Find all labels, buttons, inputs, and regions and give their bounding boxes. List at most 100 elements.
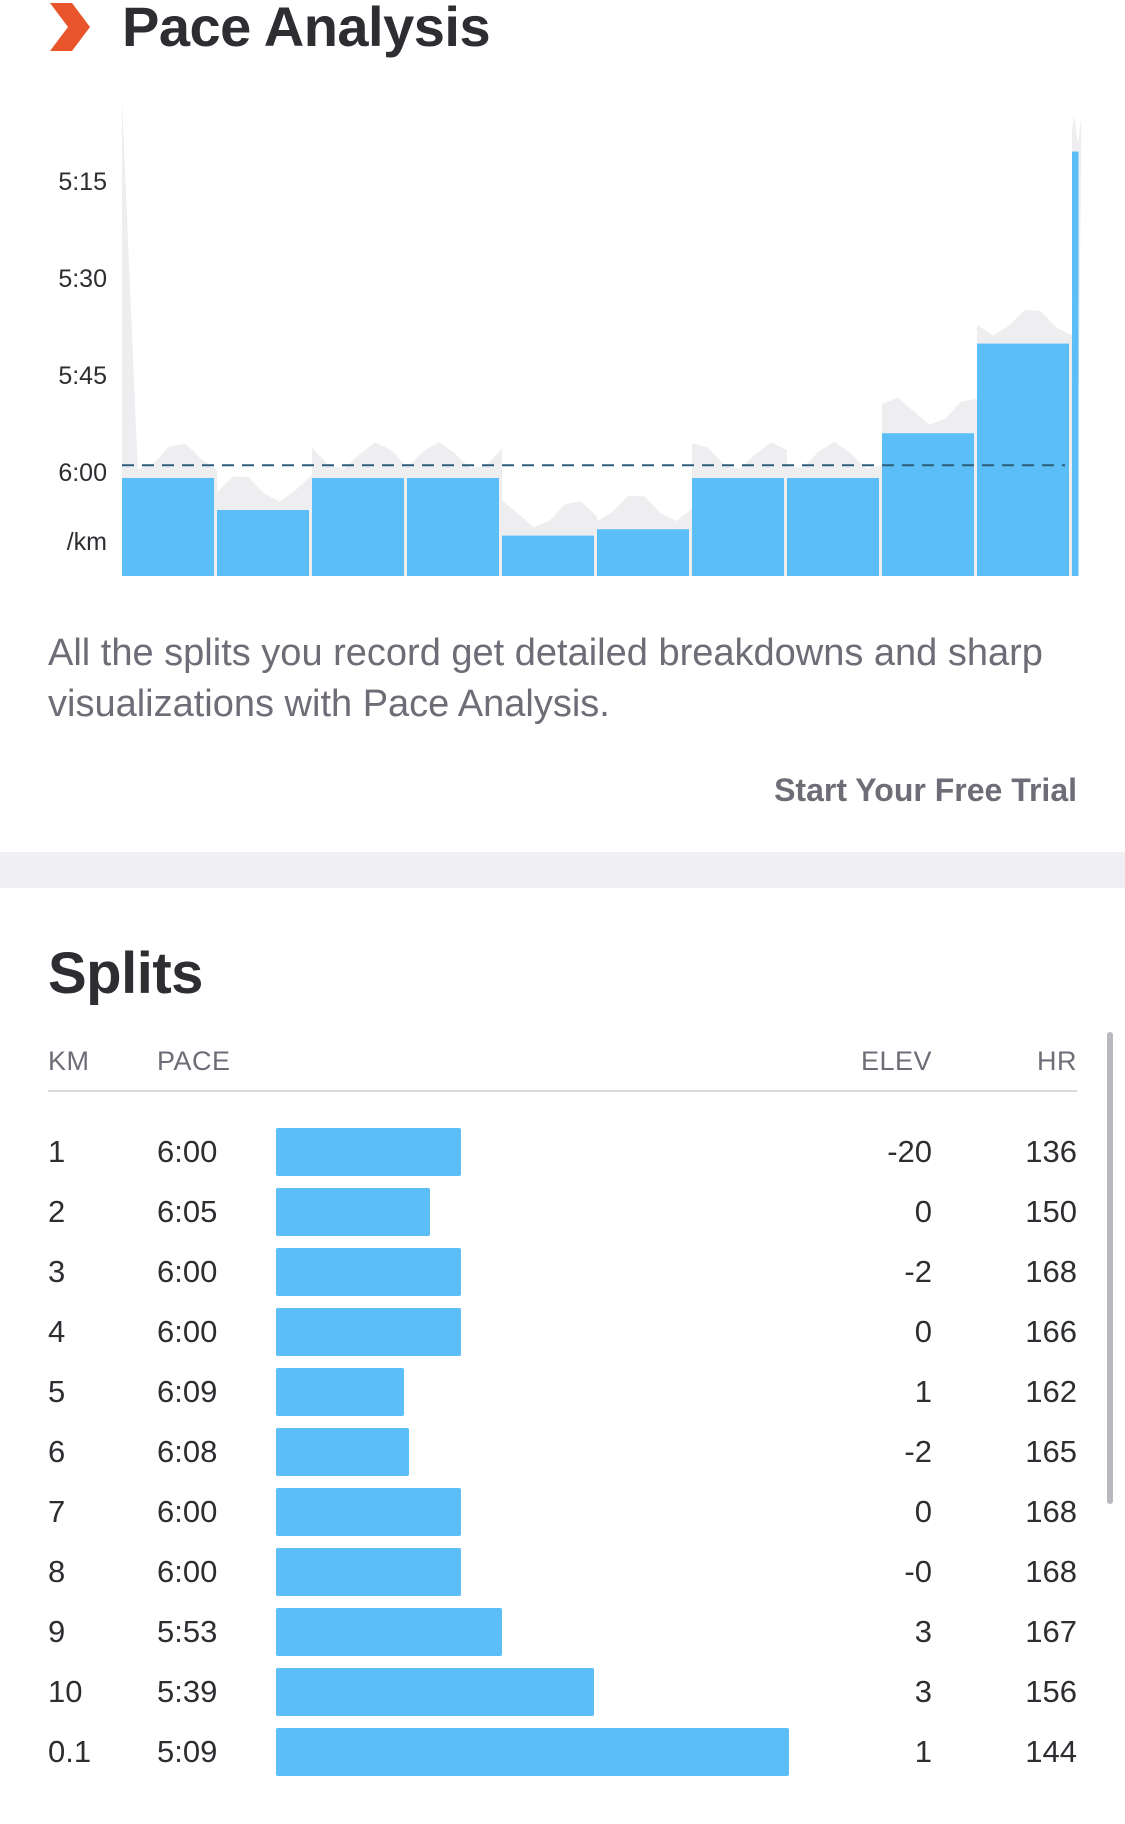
section-divider	[0, 852, 1125, 888]
pace-trace-area	[122, 100, 1082, 576]
pace-chart-svg: 5:15 5:30 5:45 6:00/km	[58, 100, 1082, 576]
pace-bar	[407, 478, 499, 576]
split-km: 7	[48, 1494, 66, 1529]
splits-table-header: KM PACE ELEV HR	[48, 1046, 1077, 1092]
header-pace: PACE	[157, 1046, 231, 1076]
split-hr: 150	[1025, 1194, 1077, 1229]
pace-bar	[977, 343, 1069, 576]
pace-bar	[597, 529, 689, 576]
split-hr: 162	[1025, 1374, 1077, 1409]
split-pace-bar	[276, 1548, 461, 1596]
split-hr: 166	[1025, 1314, 1077, 1349]
split-elev: -20	[887, 1134, 932, 1169]
splits-section: Splits KM PACE ELEV HR 1 6:00 -20 136 2 6:05 0…	[0, 888, 1125, 1824]
split-pace: 5:39	[157, 1674, 218, 1709]
split-km: 6	[48, 1434, 66, 1469]
split-elev: 0	[914, 1494, 932, 1529]
split-elev: 0	[914, 1314, 932, 1349]
split-pace: 6:05	[157, 1194, 218, 1229]
split-pace: 6:00	[157, 1494, 218, 1529]
split-pace: 6:09	[157, 1374, 218, 1409]
split-pace-bar	[276, 1488, 461, 1536]
pace-analysis-title: Pace Analysis	[122, 0, 491, 58]
split-pace-bar	[276, 1368, 404, 1416]
split-elev: 0	[914, 1194, 932, 1229]
split-pace-bar	[276, 1248, 461, 1296]
split-pace-bar	[276, 1608, 502, 1656]
split-hr: 168	[1025, 1494, 1077, 1529]
split-pace: 6:08	[157, 1434, 218, 1469]
y-axis-label: 5:30	[58, 265, 107, 293]
split-km: 8	[48, 1554, 66, 1589]
split-km: 9	[48, 1614, 66, 1649]
split-elev: 3	[914, 1614, 932, 1649]
split-pace-bar	[276, 1668, 594, 1716]
split-elev: 1	[914, 1374, 932, 1409]
split-km: 4	[48, 1314, 66, 1349]
pace-bar	[882, 433, 974, 576]
split-km: 3	[48, 1254, 66, 1289]
split-pace-bar	[276, 1428, 409, 1476]
split-pace: 6:00	[157, 1254, 218, 1289]
split-row: 4 6:00 0 166	[48, 1308, 1077, 1368]
split-row: 7 6:00 0 168	[48, 1488, 1077, 1548]
split-pace: 5:53	[157, 1614, 218, 1649]
scrollbar[interactable]	[1107, 1032, 1113, 1504]
pace-analysis-description: All the splits you record get detailed b…	[48, 632, 1043, 725]
split-row: 0.1 5:09 1 144	[48, 1728, 1077, 1788]
split-km: 10	[48, 1674, 83, 1709]
pace-bar	[502, 535, 594, 576]
pace-bar	[217, 510, 309, 576]
y-axis-label: 5:15	[58, 168, 107, 196]
splits-title: Splits	[48, 941, 203, 1006]
split-row: 2 6:05 0 150	[48, 1188, 1077, 1248]
pace-chart: 5:15 5:30 5:45 6:00/km	[0, 90, 1125, 590]
pace-bar	[787, 478, 879, 576]
split-hr: 168	[1025, 1554, 1077, 1589]
split-hr: 136	[1025, 1134, 1077, 1169]
split-km: 1	[48, 1134, 66, 1169]
pace-bar	[1072, 151, 1079, 576]
header-elev: ELEV	[860, 1046, 932, 1076]
split-elev: -0	[904, 1554, 932, 1589]
pace-analysis-section: Pace Analysis 5:15 5:30 5:45 6:00/km All th…	[0, 0, 1125, 852]
pace-bar	[122, 478, 214, 576]
start-free-trial-link[interactable]: Start Your Free Trial	[774, 772, 1077, 808]
split-row: 8 6:00 -0 168	[48, 1548, 1077, 1608]
split-pace: 6:00	[157, 1134, 218, 1169]
split-km: 0.1	[48, 1734, 92, 1769]
split-pace: 5:09	[157, 1734, 218, 1769]
split-hr: 165	[1025, 1434, 1077, 1469]
split-pace-bar	[276, 1728, 789, 1776]
split-row: 5 6:09 1 162	[48, 1368, 1077, 1428]
split-row: 10 5:39 3 156	[48, 1668, 1077, 1728]
split-hr: 168	[1025, 1254, 1077, 1289]
header-hr: HR	[1037, 1046, 1077, 1076]
split-elev: -2	[904, 1434, 932, 1469]
split-elev: 1	[914, 1734, 932, 1769]
header-km: KM	[48, 1046, 90, 1076]
split-elev: -2	[904, 1254, 932, 1289]
pace-analysis-header	[48, 0, 92, 62]
split-row: 1 6:00 -20 136	[48, 1128, 1077, 1188]
split-pace: 6:00	[157, 1314, 218, 1349]
pace-bar	[692, 478, 784, 576]
split-km: 2	[48, 1194, 66, 1229]
y-axis-labels: 5:15 5:30 5:45 6:00/km	[58, 168, 107, 556]
split-row: 3 6:00 -2 168	[48, 1248, 1077, 1308]
split-km: 5	[48, 1374, 66, 1409]
split-hr: 167	[1025, 1614, 1077, 1649]
split-row: 9 5:53 3 167	[48, 1608, 1077, 1668]
chevron-right-icon	[50, 3, 90, 51]
split-hr: 156	[1025, 1674, 1077, 1709]
split-elev: 3	[914, 1674, 932, 1709]
split-pace-bar	[276, 1128, 461, 1176]
split-pace-bar	[276, 1308, 461, 1356]
splits-table-body: 1 6:00 -20 136 2 6:05 0 150 3 6:00 -2 168 4 6:00 0 166 5…	[48, 1128, 1077, 1788]
split-row: 6 6:08 -2 165	[48, 1428, 1077, 1488]
y-axis-label: 5:45	[58, 362, 107, 390]
y-axis-label: /km	[67, 528, 107, 556]
split-pace-bar	[276, 1188, 430, 1236]
pace-bar	[312, 478, 404, 576]
y-axis-label: 6:00	[58, 459, 107, 487]
